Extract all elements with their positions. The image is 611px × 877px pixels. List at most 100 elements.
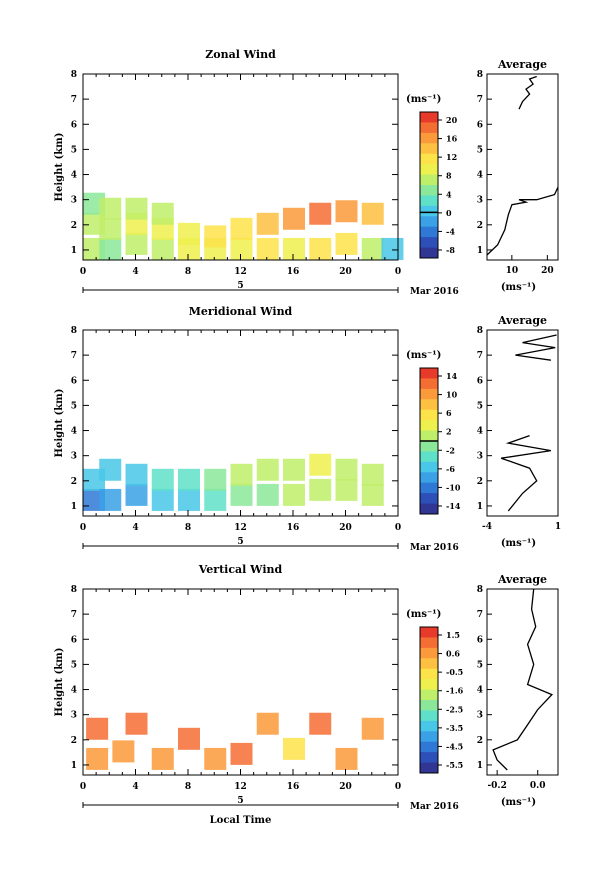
x-axis-label: Local Time — [210, 815, 272, 826]
average-x-axis-label: (ms⁻¹) — [501, 538, 536, 549]
date-label: 5 — [237, 796, 243, 806]
colorbar-swatch — [420, 752, 438, 764]
chart-title: Meridional Wind — [189, 305, 293, 318]
x-tick-label: 4 — [132, 267, 138, 277]
average-profile-line — [492, 588, 554, 771]
average-title: Average — [497, 573, 547, 586]
average-y-tick-label: 1 — [477, 246, 483, 256]
colorbar-swatch — [420, 720, 438, 732]
data-cell — [309, 202, 332, 225]
average-y-tick-label: 3 — [477, 452, 483, 462]
data-cell — [361, 483, 384, 506]
x-tick-label: 4 — [132, 523, 138, 533]
colorbar-swatch — [420, 461, 438, 473]
y-tick-label: 6 — [71, 376, 77, 386]
colorbar-swatch — [420, 388, 438, 400]
colorbar-tick-label: 12 — [446, 152, 457, 162]
average-y-tick-label: 8 — [477, 70, 483, 80]
data-cell — [256, 483, 279, 506]
data-cell — [361, 202, 384, 225]
data-cell — [256, 458, 279, 481]
x-tick-label: 0 — [80, 523, 86, 533]
data-cell — [125, 463, 148, 486]
y-axis-label: Height (km) — [54, 133, 65, 202]
colorbar-tick-label: -4.5 — [446, 741, 463, 751]
y-tick-label: 4 — [71, 427, 77, 437]
x-tick-label: 16 — [287, 782, 300, 792]
month-label: Mar 2016 — [410, 802, 459, 812]
x-tick-label: 12 — [234, 782, 247, 792]
data-cell — [86, 717, 109, 740]
colorbar-swatch — [420, 493, 438, 505]
data-cell — [204, 488, 227, 511]
data-cell — [283, 483, 305, 506]
data-cell — [125, 483, 148, 506]
colorbar-tick-label: -2 — [446, 445, 455, 455]
data-cell — [361, 463, 384, 486]
average-y-tick-label: 7 — [477, 95, 483, 105]
data-cell — [125, 712, 148, 735]
data-cell — [230, 217, 253, 240]
colorbar-swatch — [420, 741, 438, 753]
colorbar-tick-label: -10 — [446, 482, 461, 492]
colorbar-tick-label: -6 — [446, 464, 455, 474]
y-tick-label: 6 — [71, 635, 77, 645]
data-cell — [309, 453, 332, 476]
colorbar-frame — [419, 111, 439, 259]
data-cell — [99, 197, 122, 220]
y-tick-label: 7 — [71, 95, 77, 105]
average-x-axis-label: (ms⁻¹) — [501, 282, 536, 293]
data-cell — [230, 742, 253, 765]
average-x-axis-label: (ms⁻¹) — [501, 797, 536, 808]
colorbar-swatch — [420, 637, 438, 649]
x-tick-label: 16 — [287, 523, 300, 533]
colorbar-tick-label: 14 — [446, 371, 458, 381]
colorbar-swatch — [420, 409, 438, 421]
data-cell — [99, 217, 122, 240]
colorbar-swatch — [420, 185, 438, 196]
colorbar-tick-label: 8 — [446, 171, 452, 181]
average-title: Average — [497, 314, 547, 327]
colorbar-swatch — [420, 378, 438, 390]
colorbar-swatch — [420, 503, 438, 515]
average-y-tick-label: 7 — [477, 610, 483, 620]
y-axis-label: Height (km) — [54, 389, 65, 458]
data-cell — [256, 212, 279, 235]
colorbar-swatch — [420, 482, 438, 494]
data-cell — [151, 747, 174, 770]
data-cell — [381, 237, 404, 260]
average-profile-line — [486, 186, 559, 256]
data-cell — [99, 237, 122, 260]
colorbar-swatch — [420, 237, 438, 249]
data-cell — [335, 232, 358, 255]
average-x-tick-label: 10 — [506, 266, 519, 276]
average-frame — [486, 329, 559, 517]
y-tick-label: 3 — [71, 196, 77, 206]
x-tick-label: 20 — [339, 523, 352, 533]
x-tick-label: 0 — [395, 523, 401, 533]
date-label: 5 — [237, 537, 243, 547]
x-tick-label: 0 — [395, 267, 401, 277]
data-cell — [309, 478, 332, 501]
colorbar-swatch — [420, 226, 438, 238]
average-profile-upper-line — [515, 334, 557, 361]
y-tick-label: 2 — [71, 221, 77, 231]
colorbar-swatch — [420, 164, 438, 176]
x-tick-label: 8 — [185, 267, 191, 277]
colorbar-tick-label: 4 — [446, 189, 452, 199]
chart-title: Vertical Wind — [198, 563, 283, 576]
y-tick-label: 4 — [71, 686, 77, 696]
data-cell — [361, 717, 384, 740]
data-cell — [230, 237, 253, 260]
y-tick-label: 5 — [71, 145, 77, 155]
colorbar-swatch — [420, 700, 438, 711]
colorbar-swatch — [420, 762, 438, 774]
average-y-tick-label: 8 — [477, 326, 483, 336]
data-cell — [204, 747, 227, 770]
average-x-tick-label: 0.0 — [530, 781, 546, 791]
y-tick-label: 8 — [71, 326, 77, 336]
colorbar-tick-label: -1.6 — [446, 686, 464, 696]
